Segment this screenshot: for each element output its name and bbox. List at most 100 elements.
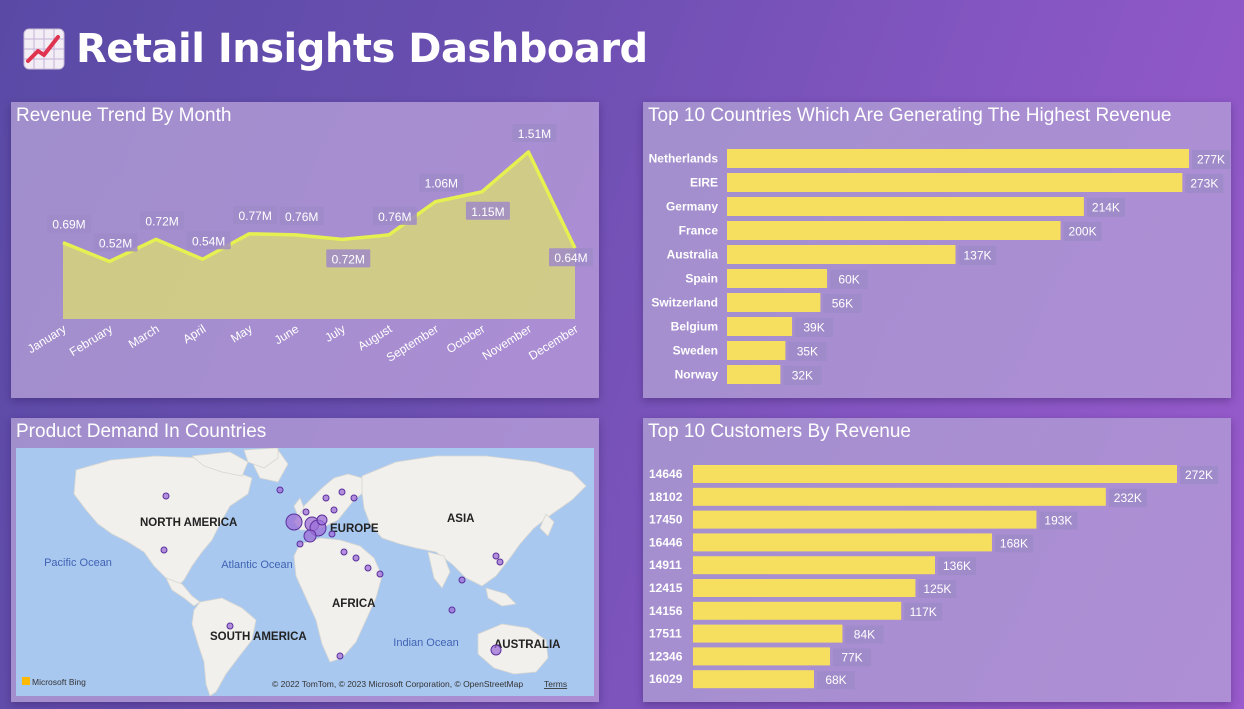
bar[interactable] xyxy=(693,601,902,620)
map-bubble xyxy=(352,554,360,562)
label-australia: AUSTRALIA xyxy=(494,639,560,651)
bar-category-label: 17450 xyxy=(649,513,683,527)
bar[interactable] xyxy=(693,579,916,597)
bar[interactable] xyxy=(727,197,1084,216)
bar-category-label: 16446 xyxy=(649,535,683,549)
bar-value-label: 32K xyxy=(783,366,822,385)
bar-value-label: 200K xyxy=(1063,222,1102,241)
svg-text:1.06M: 1.06M xyxy=(425,177,458,191)
svg-text:77K: 77K xyxy=(841,650,862,664)
revenue-x-tick: February xyxy=(67,322,115,359)
svg-text:125K: 125K xyxy=(923,582,951,596)
map-bubble xyxy=(330,506,338,514)
revenue-x-tick: November xyxy=(480,322,534,363)
bar-category-label: 12346 xyxy=(649,649,683,663)
svg-text:0.54M: 0.54M xyxy=(192,234,225,248)
bar[interactable] xyxy=(727,293,821,312)
bar[interactable] xyxy=(727,365,781,384)
top-countries-chart[interactable]: Netherlands 277K EIRE 273K Germany 214K France… xyxy=(643,102,1231,398)
revenue-data-label: 0.76M xyxy=(372,206,417,225)
bar-value-label: 273K xyxy=(1185,174,1224,193)
map-bubble xyxy=(328,530,336,538)
bar-value-label: 272K xyxy=(1180,466,1218,484)
bar[interactable] xyxy=(693,510,1037,529)
svg-text:0.69M: 0.69M xyxy=(52,218,85,232)
map-bubble xyxy=(316,514,328,526)
bar-value-label: 117K xyxy=(904,602,943,621)
top-customers-chart[interactable]: 14646 272K 18102 232K 17450 193K 16446 168K 1491… xyxy=(643,418,1231,702)
svg-text:117K: 117K xyxy=(910,605,937,619)
label-pacific-ocean-1: Pacific Ocean xyxy=(44,557,112,569)
svg-text:0.52M: 0.52M xyxy=(99,236,132,250)
map-bubble xyxy=(322,494,330,502)
revenue-x-tick: July xyxy=(322,322,348,345)
bar[interactable] xyxy=(727,149,1189,168)
map-bing-logo: Microsoft Bing xyxy=(32,677,86,687)
world-map[interactable]: NORTH AMERICA EUROPE ASIA AFRICA SOUTH A… xyxy=(16,448,594,696)
map-bing-mark xyxy=(22,677,30,685)
bar[interactable] xyxy=(693,647,831,666)
bar[interactable] xyxy=(727,269,828,288)
bar-value-label: 39K xyxy=(795,318,834,337)
revenue-data-label: 0.69M xyxy=(47,214,91,233)
map-bubble xyxy=(285,513,303,531)
svg-text:273K: 273K xyxy=(1190,177,1218,191)
revenue-line xyxy=(62,150,577,264)
bar-value-label: 56K xyxy=(823,294,862,313)
bar-category-label: Sweden xyxy=(673,344,718,358)
svg-text:136K: 136K xyxy=(943,559,971,573)
bar-category-label: Spain xyxy=(685,272,718,286)
bar[interactable] xyxy=(693,487,1106,506)
map-bubble xyxy=(226,622,234,630)
map-bubble xyxy=(364,564,372,572)
bar[interactable] xyxy=(693,533,992,552)
svg-text:277K: 277K xyxy=(1197,153,1225,167)
bar-category-label: 12415 xyxy=(649,581,683,595)
page-title: Retail Insights Dashboard xyxy=(76,26,648,72)
revenue-x-tick: June xyxy=(272,322,302,348)
revenue-trend-chart[interactable]: 0.69M 0.52M 0.72M 0.54M 0.77M 0.76M 0.72M 0.76M… xyxy=(11,102,599,398)
top-customers-panel: Top 10 Customers By Revenue 14646 272K 181… xyxy=(643,418,1231,702)
map-bubble xyxy=(276,486,284,494)
revenue-data-label: 1.06M xyxy=(419,173,464,192)
map-bubble xyxy=(496,558,504,566)
bar-category-label: Switzerland xyxy=(651,296,718,310)
map-bubble xyxy=(302,508,310,516)
revenue-data-label: 0.64M xyxy=(549,248,593,267)
revenue-x-tick: January xyxy=(25,322,69,357)
map-bubble xyxy=(336,652,344,660)
bar[interactable] xyxy=(693,465,1177,483)
revenue-data-label: 0.54M xyxy=(186,231,231,250)
bar-category-label: 14646 xyxy=(649,467,683,481)
bar[interactable] xyxy=(693,624,843,643)
label-europe: EUROPE xyxy=(330,523,379,535)
map-bubble xyxy=(448,606,456,614)
svg-text:193K: 193K xyxy=(1044,514,1072,528)
bar-category-label: 16029 xyxy=(649,672,683,686)
svg-text:0.76M: 0.76M xyxy=(378,210,411,224)
bar-category-label: 14911 xyxy=(649,558,682,572)
svg-text:39K: 39K xyxy=(803,321,824,335)
bar[interactable] xyxy=(727,221,1061,240)
bar[interactable] xyxy=(693,556,935,575)
map-bubble xyxy=(160,546,168,554)
bar[interactable] xyxy=(727,317,793,336)
bar[interactable] xyxy=(727,341,786,360)
product-demand-map-panel: Product Demand In Countries xyxy=(11,418,599,702)
svg-text:272K: 272K xyxy=(1185,468,1213,482)
bar[interactable] xyxy=(693,670,814,689)
top-countries-title: Top 10 Countries Which Are Generating Th… xyxy=(648,105,1172,126)
bar-value-label: 84K xyxy=(845,625,884,644)
bar-value-label: 35K xyxy=(788,342,827,361)
label-africa: AFRICA xyxy=(332,598,375,610)
svg-text:84K: 84K xyxy=(854,628,875,642)
chart-increasing-icon xyxy=(23,28,65,70)
svg-text:68K: 68K xyxy=(825,673,846,687)
svg-text:32K: 32K xyxy=(792,369,813,383)
bar-category-label: 14156 xyxy=(649,604,683,618)
svg-text:200K: 200K xyxy=(1069,225,1097,239)
bar[interactable] xyxy=(727,173,1183,192)
bar-value-label: 60K xyxy=(830,270,869,289)
bar[interactable] xyxy=(727,245,956,264)
map-bubble xyxy=(492,552,500,560)
